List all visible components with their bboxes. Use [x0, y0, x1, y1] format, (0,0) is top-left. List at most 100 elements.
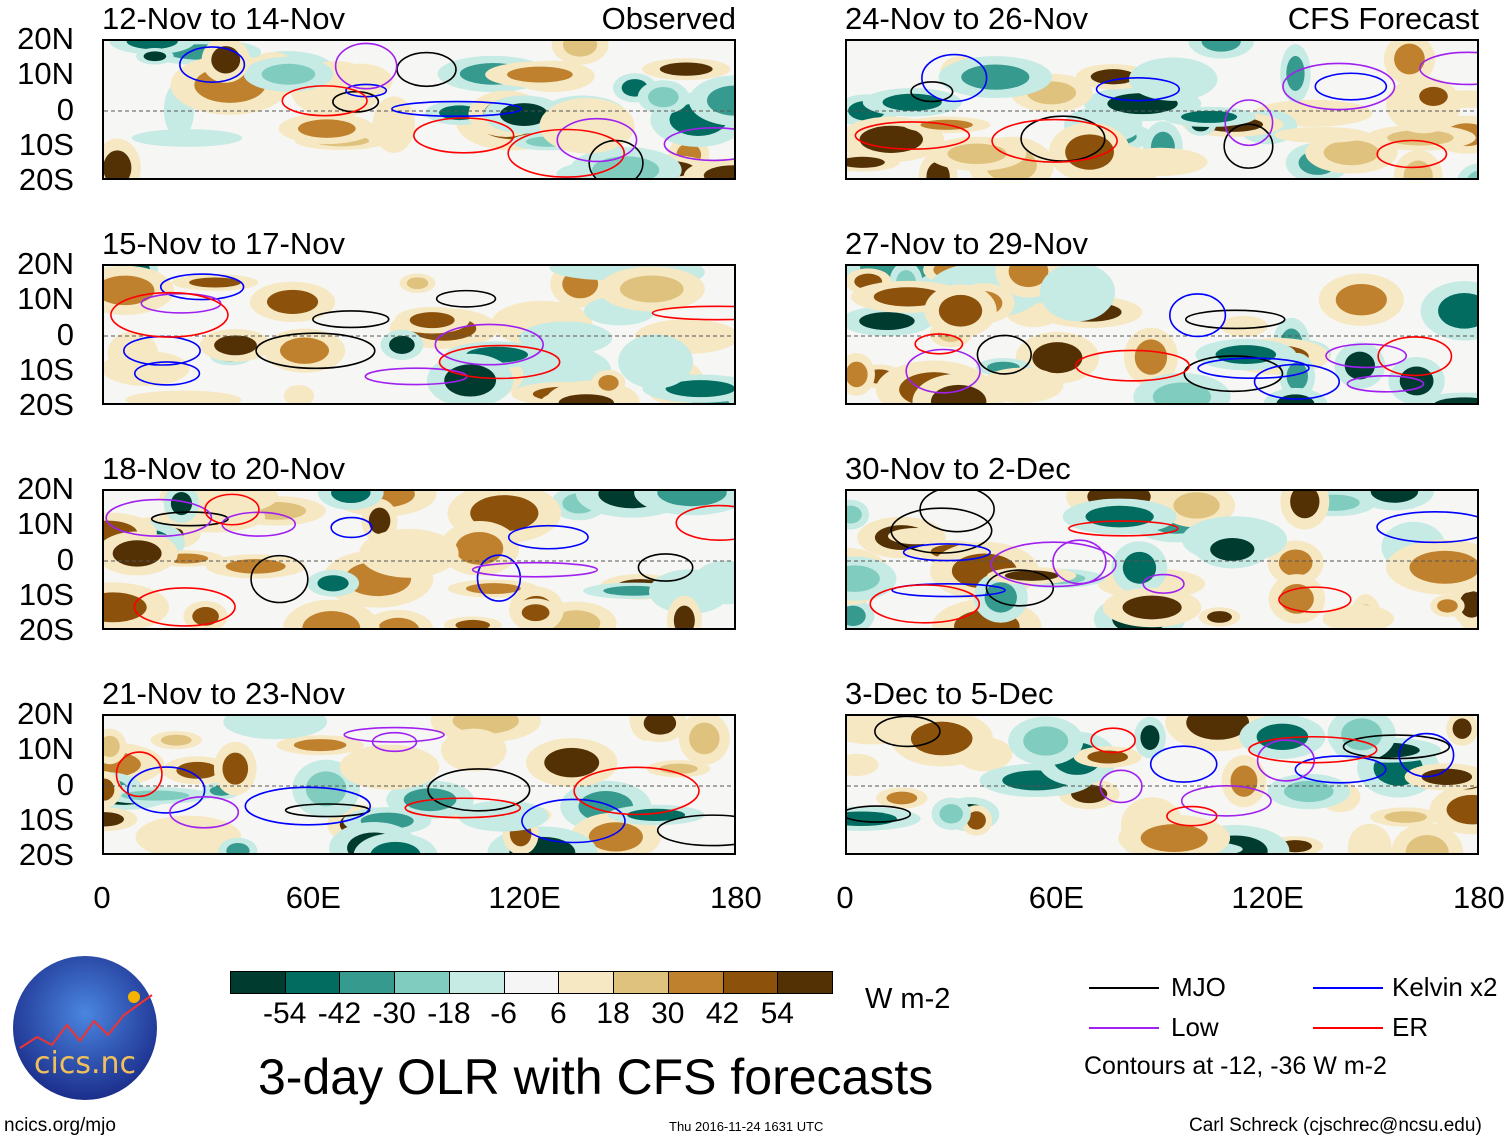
olr-anomaly-blob	[1278, 549, 1313, 577]
olr-anomaly-blob	[244, 716, 307, 733]
olr-anomaly-blob	[370, 841, 421, 853]
colorbar-swatch	[777, 971, 833, 994]
mjo-contour	[1342, 734, 1451, 760]
olr-anomaly-blob	[1229, 319, 1259, 333]
mjo-contour	[985, 569, 1055, 607]
colorbar-level-label: -6	[490, 997, 517, 1030]
logo-text: cics.nc	[34, 1046, 136, 1081]
olr-anomaly-blob	[1122, 595, 1182, 620]
low-contour	[556, 117, 638, 163]
olr-anomaly-blob	[1290, 491, 1320, 519]
olr-anomaly-blob	[930, 384, 987, 403]
footer-timestamp: Thu 2016-11-24 1631 UTC	[669, 1119, 824, 1134]
olr-anomaly-blob	[409, 312, 455, 329]
olr-anomaly-blob	[112, 540, 162, 567]
olr-anomaly-blob	[1152, 382, 1212, 403]
olr-anomaly-blob	[444, 364, 497, 397]
olr-anomaly-blob	[455, 531, 504, 565]
olr-anomaly-blob	[176, 761, 219, 779]
olr-anomaly-blob	[121, 790, 190, 801]
olr-anomaly-blob	[1356, 833, 1383, 853]
latitude-label: 10S	[18, 126, 74, 162]
olr-anomaly-blob	[647, 87, 679, 108]
olr-anomaly-blob	[1201, 41, 1241, 52]
low-contour	[1282, 62, 1396, 111]
mjo-contour	[255, 332, 376, 370]
olr-field	[104, 716, 734, 853]
footer-url[interactable]: ncics.org/mjo	[4, 1115, 116, 1136]
mjo-contour	[1184, 309, 1286, 330]
olr-anomaly-blob	[1230, 765, 1258, 797]
low-contour	[105, 498, 213, 537]
low-contour	[1099, 769, 1143, 804]
olr-anomaly-blob	[1335, 283, 1387, 316]
er-contour	[675, 504, 734, 541]
mjo-contour	[1223, 123, 1274, 169]
olr-map-panel	[102, 714, 736, 855]
olr-anomaly-blob	[1210, 537, 1255, 561]
colorbar-swatch	[394, 971, 450, 994]
longitude-label: 60E	[1028, 880, 1084, 915]
olr-field	[847, 491, 1477, 628]
low-contour	[663, 127, 734, 162]
olr-anomaly-blob	[148, 394, 219, 403]
olr-anomaly-blob	[882, 93, 942, 111]
olr-anomaly-blob	[507, 66, 573, 83]
latitude-label: 0	[56, 541, 74, 577]
olr-map-panel	[102, 489, 736, 630]
olr-anomaly-blob	[1085, 505, 1154, 528]
colorbar-swatch	[230, 971, 286, 994]
olr-anomaly-blob	[293, 739, 347, 752]
low-contour	[1142, 573, 1185, 594]
olr-anomaly-blob	[377, 617, 420, 628]
er-contour	[404, 797, 522, 819]
olr-anomaly-blob	[1140, 725, 1160, 750]
latitude-label: 10N	[17, 56, 74, 92]
olr-anomaly-blob	[222, 752, 249, 785]
olr-anomaly-blob	[588, 822, 643, 852]
olr-anomaly-blob	[104, 150, 132, 178]
latitude-label: 10N	[17, 731, 74, 767]
kelvin-contour	[1095, 77, 1181, 102]
olr-anomaly-blob	[261, 63, 316, 85]
latitude-label: 20S	[18, 612, 74, 648]
legend-label-kelvin: Kelvin x2	[1392, 972, 1498, 1002]
kelvin-contour	[330, 516, 373, 539]
olr-anomaly-blob	[966, 811, 986, 830]
olr-anomaly-blob	[886, 791, 918, 805]
low-contour	[169, 796, 240, 829]
er-contour	[438, 344, 561, 380]
low-contour	[990, 541, 1117, 588]
olr-anomaly-blob	[939, 804, 963, 824]
colorbar-level-label: -54	[263, 997, 307, 1030]
olr-anomaly-blob	[1452, 718, 1472, 739]
colorbar-swatch	[339, 971, 396, 994]
olr-anomaly-blob	[126, 41, 178, 50]
panel-title: 21-Nov to 23-Nov	[102, 676, 345, 711]
kelvin-contour	[1169, 293, 1227, 338]
olr-anomaly-blob	[558, 394, 614, 403]
legend-line-low	[1089, 1027, 1159, 1029]
olr-map-panel	[845, 39, 1479, 180]
mjo-contour	[150, 511, 229, 527]
olr-anomaly-blob	[1409, 550, 1477, 584]
olr-anomaly-blob	[847, 156, 885, 168]
mjo-contour	[874, 716, 941, 748]
olr-anomaly-blob	[910, 721, 973, 756]
kelvin-contour	[891, 582, 1006, 598]
olr-anomaly-blob	[984, 582, 1017, 613]
olr-anomaly-blob	[1384, 811, 1427, 823]
olr-field	[104, 41, 734, 178]
olr-anomaly-blob	[1286, 362, 1308, 391]
olr-anomaly-blob	[499, 103, 549, 127]
olr-anomaly-blob	[1008, 266, 1049, 288]
panel-source-label: Observed	[601, 1, 736, 36]
mjo-contour	[1183, 355, 1284, 393]
footer-author: Carl Schreck (cjschrec@ncsu.edu)	[1189, 1115, 1482, 1136]
panel-title: 24-Nov to 26-Nov	[845, 1, 1088, 36]
low-contour	[1256, 739, 1316, 782]
olr-anomaly-blob	[119, 357, 172, 379]
olr-anomaly-blob	[562, 41, 598, 57]
olr-anomaly-blob	[1370, 491, 1419, 503]
latitude-label: 0	[56, 316, 74, 352]
